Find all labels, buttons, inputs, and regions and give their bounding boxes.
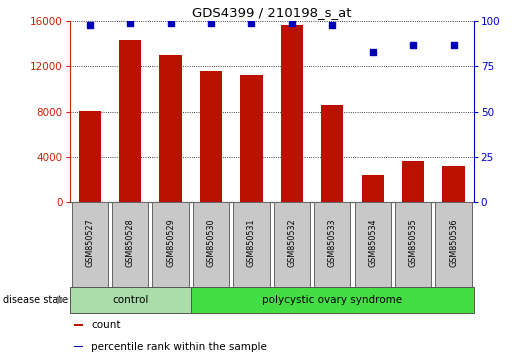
Bar: [74, 346, 83, 348]
Text: ▶: ▶: [57, 295, 65, 305]
Point: [409, 42, 417, 47]
Bar: [362, 175, 384, 202]
Text: polycystic ovary syndrome: polycystic ovary syndrome: [262, 295, 402, 305]
Text: percentile rank within the sample: percentile rank within the sample: [91, 342, 267, 352]
Text: GSM850528: GSM850528: [126, 218, 134, 267]
Bar: [200, 71, 222, 202]
Point: [247, 20, 255, 26]
Point: [207, 20, 215, 26]
Bar: [354, 202, 391, 287]
Bar: [402, 161, 424, 202]
Bar: [112, 202, 148, 287]
Text: GSM850527: GSM850527: [85, 218, 94, 267]
Text: GSM850534: GSM850534: [368, 218, 377, 267]
Text: GSM850529: GSM850529: [166, 218, 175, 267]
Point: [450, 42, 458, 47]
Bar: [273, 202, 310, 287]
Bar: [193, 202, 229, 287]
Text: GSM850536: GSM850536: [449, 218, 458, 267]
Point: [85, 22, 94, 28]
Bar: [152, 202, 189, 287]
Point: [369, 49, 377, 55]
Text: disease state: disease state: [3, 295, 67, 305]
Text: control: control: [112, 295, 148, 305]
Title: GDS4399 / 210198_s_at: GDS4399 / 210198_s_at: [192, 6, 351, 19]
Bar: [160, 55, 182, 202]
Bar: [314, 202, 351, 287]
Text: GSM850531: GSM850531: [247, 218, 256, 267]
Point: [328, 22, 336, 28]
Bar: [191, 287, 474, 313]
Bar: [395, 202, 432, 287]
Bar: [74, 324, 83, 326]
Bar: [233, 202, 270, 287]
Text: GSM850532: GSM850532: [287, 218, 296, 267]
Bar: [72, 202, 108, 287]
Bar: [119, 40, 141, 202]
Text: GSM850530: GSM850530: [207, 218, 215, 267]
Text: GSM850533: GSM850533: [328, 218, 337, 267]
Point: [288, 20, 296, 26]
Bar: [442, 166, 465, 202]
Text: GSM850535: GSM850535: [409, 218, 418, 267]
Bar: [435, 202, 472, 287]
Point: [126, 20, 134, 26]
Text: count: count: [91, 320, 121, 330]
Bar: [281, 25, 303, 202]
Bar: [321, 105, 344, 202]
Bar: [70, 287, 191, 313]
Bar: [241, 75, 263, 202]
Point: [166, 20, 175, 26]
Bar: [79, 111, 101, 202]
